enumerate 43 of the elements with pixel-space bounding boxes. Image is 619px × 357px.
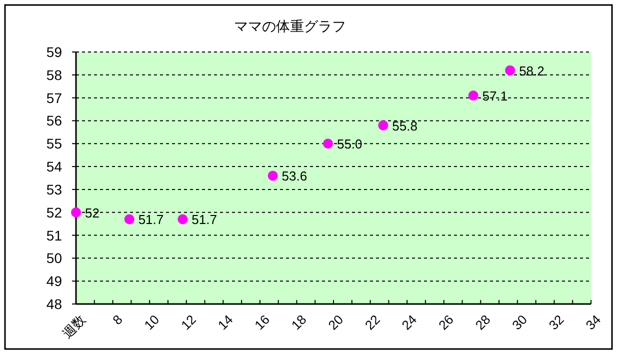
y-tick-label: 58 [46, 66, 62, 83]
data-label: 55.0 [336, 136, 362, 152]
x-tick-label: 18 [288, 312, 310, 333]
point [71, 207, 81, 218]
data-label: 55.8 [392, 118, 418, 134]
x-tick-label: 20 [325, 312, 346, 333]
point [468, 90, 478, 101]
y-tick-label: 52 [46, 204, 62, 220]
point [178, 214, 188, 224]
x-tick-label: 14 [214, 312, 236, 333]
x-tick-label: 26 [436, 312, 456, 333]
x-tick-label: 32 [546, 312, 567, 333]
y-tick-label: 51 [46, 227, 62, 244]
x-tick-label: 12 [178, 312, 199, 333]
point [322, 138, 333, 149]
x-tick-label: 週数 [60, 312, 89, 341]
point [378, 120, 388, 130]
x-tick-label: 28 [472, 312, 494, 333]
y-tick-label: 59 [46, 44, 62, 60]
data-label: 51.7 [138, 212, 164, 228]
x-tick-label: 8 [110, 312, 126, 328]
y-tick-label: 48 [46, 296, 62, 312]
y-tick-label: 54 [46, 158, 62, 175]
x-tick-label: 24 [398, 312, 420, 333]
point [124, 214, 134, 224]
x-tick-label: 22 [362, 312, 383, 333]
data-label: 57.1 [482, 88, 508, 104]
x-tick-label: 30 [509, 312, 530, 333]
x-tick-label: 34 [582, 312, 604, 333]
y-tick-label: 55 [46, 136, 62, 152]
point [505, 65, 516, 76]
data-label: 52 [85, 205, 100, 220]
y-tick-label: 53 [46, 181, 62, 198]
chart-title: ママの体重グラフ [234, 18, 346, 34]
y-tick-label: 49 [46, 273, 62, 290]
data-label: 51.7 [192, 212, 217, 228]
y-tick-label: 57 [46, 90, 62, 106]
x-tick-label: 16 [252, 312, 272, 333]
y-tick-label: 50 [46, 250, 62, 266]
y-tick-label: 56 [46, 112, 62, 129]
data-label: 53.6 [282, 168, 308, 184]
x-tick-label: 10 [141, 312, 162, 333]
point [268, 170, 278, 181]
